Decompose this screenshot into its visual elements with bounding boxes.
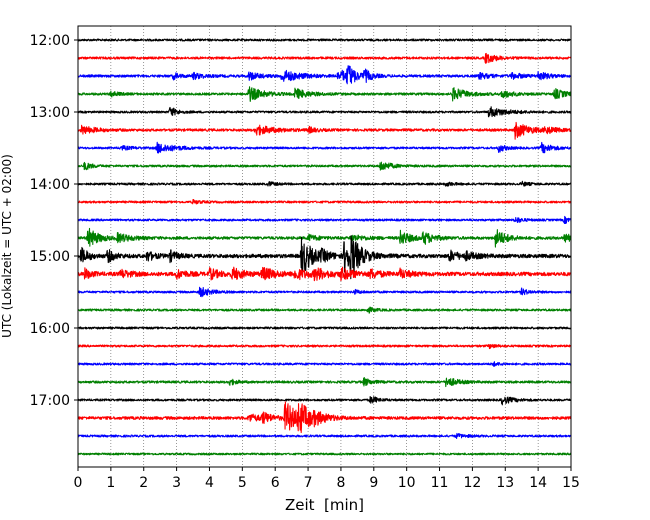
- y-axis: 12:00 13:00 14:00 15:00 16:00 17:00: [30, 33, 78, 409]
- trace-1230: [77, 65, 572, 85]
- traces: [77, 38, 572, 456]
- y-tick-label: 14:00: [30, 177, 70, 193]
- x-tick-label: 10: [398, 475, 416, 491]
- trace-1330: [77, 141, 572, 154]
- y-tick-label: 13:00: [30, 105, 70, 121]
- trace-1615: [77, 343, 572, 350]
- trace-1200: [77, 38, 572, 42]
- x-tick-label: 5: [238, 475, 247, 491]
- y-tick-label: 15:00: [30, 249, 70, 265]
- x-tick-label: 14: [529, 475, 547, 491]
- x-tick-label: 2: [139, 475, 148, 491]
- trace-1545: [77, 306, 572, 314]
- trace-1700: [77, 396, 572, 406]
- x-tick-label: 7: [304, 475, 313, 491]
- trace-1715: [77, 401, 572, 434]
- trace-1300: [77, 106, 572, 118]
- x-tick-label: 13: [496, 475, 514, 491]
- trace-1530: [77, 286, 572, 298]
- x-tick-label: 12: [463, 475, 481, 491]
- x-tick-label: 0: [74, 475, 83, 491]
- trace-1445: [77, 227, 572, 248]
- trace-1645: [77, 376, 572, 388]
- x-tick-label: 6: [271, 475, 280, 491]
- x-tick-label: 1: [106, 475, 115, 491]
- x-axis: 0 1 2 3 4 5 6 7 8 9 10 11 12 13 14 15: [74, 467, 580, 491]
- y-tick-label: 17:00: [30, 393, 70, 409]
- x-tick-label: 9: [369, 475, 378, 491]
- trace-1415: [77, 199, 572, 205]
- trace-1730: [77, 432, 572, 439]
- trace-1500: [77, 235, 572, 280]
- trace-1430: [77, 215, 572, 224]
- x-tick-label: 8: [336, 475, 345, 491]
- x-axis-label: Zeit [min]: [285, 496, 364, 514]
- y-tick-label: 16:00: [30, 321, 70, 337]
- x-tick-label: 11: [431, 475, 449, 491]
- trace-1515: [77, 266, 572, 282]
- y-axis-label: UTC (Lokalzeit = UTC + 02:00): [0, 154, 14, 338]
- trace-1345: [77, 161, 572, 171]
- x-tick-label: 3: [172, 475, 181, 491]
- y-tick-label: 12:00: [30, 33, 70, 49]
- plot-frame: [77, 25, 572, 468]
- trace-1215: [77, 52, 572, 64]
- trace-1630: [77, 361, 572, 367]
- x-tick-label: 15: [562, 475, 580, 491]
- trace-1400: [77, 180, 572, 187]
- trace-1600: [77, 326, 572, 330]
- trace-1245: [77, 86, 572, 102]
- x-tick-label: 4: [205, 475, 214, 491]
- trace-1745: [77, 452, 572, 456]
- trace-1315: [77, 121, 572, 140]
